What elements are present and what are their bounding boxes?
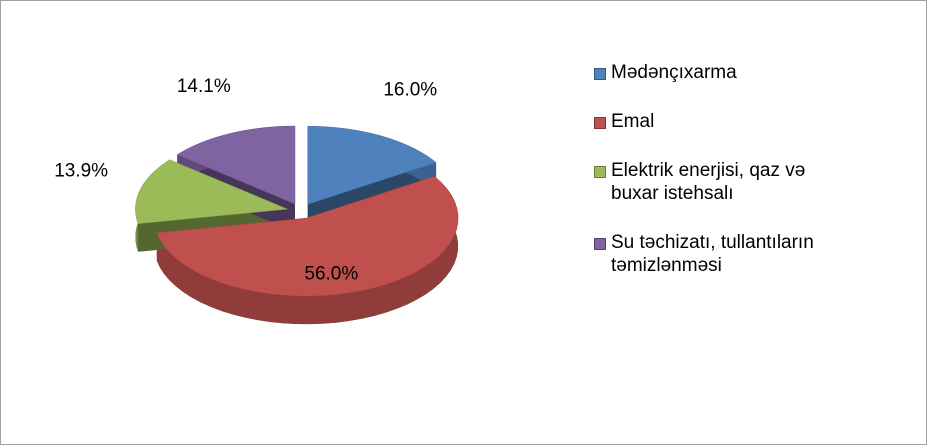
data-label: 16.0% xyxy=(383,79,437,100)
legend-item: Su təchizatı, tullantıların təmizlənməsi xyxy=(594,231,844,277)
legend-item: Emal xyxy=(594,110,844,133)
legend-swatch xyxy=(594,117,606,129)
legend: Mədənçıxarma Emal Elektrik enerjisi, qaz v… xyxy=(594,61,844,303)
legend-label: Su təchizatı, tullantıların təmizlənməsi xyxy=(611,232,814,276)
slice xyxy=(135,159,288,224)
slice xyxy=(307,126,437,205)
legend-label: Emal xyxy=(611,111,655,132)
legend-swatch xyxy=(594,68,606,80)
legend-item: Elektrik enerjisi, qaz və buxar istehsal… xyxy=(594,159,844,205)
slice xyxy=(176,125,296,205)
data-label: 13.9% xyxy=(54,160,108,181)
slice-side xyxy=(156,176,459,325)
legend-label: Elektrik enerjisi, qaz və buxar istehsal… xyxy=(611,160,806,204)
legend-swatch xyxy=(594,166,606,178)
data-label: 56.0% xyxy=(304,263,358,284)
legend-swatch xyxy=(594,238,606,250)
data-label: 14.1% xyxy=(177,76,231,97)
legend-label: Mədənçıxarma xyxy=(611,62,737,83)
pie-area: 16.0% 56.0% 13.9% 14.1% xyxy=(54,76,459,325)
legend-item: Mədənçıxarma xyxy=(594,61,844,84)
slice xyxy=(156,176,459,297)
